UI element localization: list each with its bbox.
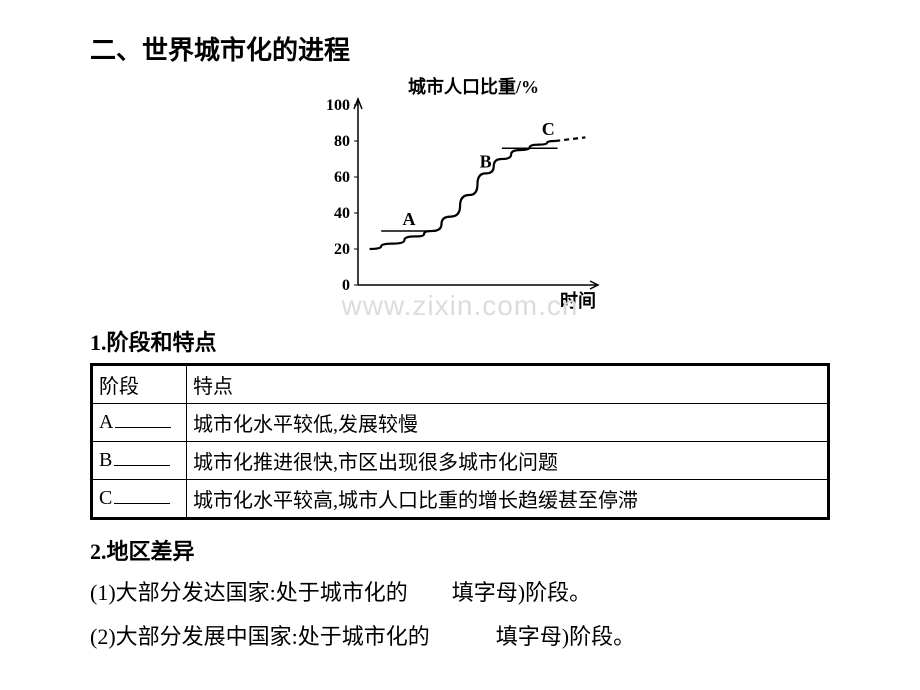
blank-fill[interactable] — [114, 503, 170, 504]
svg-text:城市人口比重/%: 城市人口比重/% — [408, 76, 539, 97]
cell-stage-b: B — [92, 442, 187, 480]
svg-text:40: 40 — [334, 205, 350, 222]
blank-fill[interactable] — [115, 427, 171, 428]
blank-fill[interactable] — [114, 465, 170, 466]
header-stage: 阶段 — [92, 365, 187, 404]
section-title: 二、世界城市化的进程 — [90, 30, 830, 67]
stage-table: 阶段 特点 A 城市化水平较低,发展较慢 B 城市化推进很快,市区出现很多城市化… — [90, 363, 830, 520]
svg-text:80: 80 — [334, 133, 350, 150]
table-row: B 城市化推进很快,市区出现很多城市化问题 — [92, 442, 829, 480]
paragraph-2: (2)大部分发展中国家:处于城市化的 填字母)阶段。 — [90, 616, 830, 658]
svg-text:100: 100 — [326, 97, 350, 114]
svg-text:时间: 时间 — [560, 291, 596, 311]
cell-stage-a: A — [92, 404, 187, 442]
svg-text:20: 20 — [334, 241, 350, 258]
header-feature: 特点 — [187, 365, 829, 404]
paragraph-1: (1)大部分发达国家:处于城市化的 填字母)阶段。 — [90, 572, 830, 614]
svg-text:A: A — [403, 209, 416, 229]
svg-text:60: 60 — [334, 169, 350, 186]
svg-text:C: C — [542, 119, 555, 139]
svg-text:0: 0 — [342, 277, 350, 294]
subheading-2: 2.地区差异 — [90, 534, 830, 566]
cell-desc-b: 城市化推进很快,市区出现很多城市化问题 — [187, 442, 829, 480]
svg-text:B: B — [480, 151, 492, 171]
table-row: C 城市化水平较高,城市人口比重的增长趋缓甚至停滞 — [92, 480, 829, 519]
cell-desc-a: 城市化水平较低,发展较慢 — [187, 404, 829, 442]
cell-desc-c: 城市化水平较高,城市人口比重的增长趋缓甚至停滞 — [187, 480, 829, 519]
table-row: A 城市化水平较低,发展较慢 — [92, 404, 829, 442]
subheading-1: 1.阶段和特点 — [90, 325, 830, 357]
table-header-row: 阶段 特点 — [92, 365, 829, 404]
urbanization-chart: 0 20 40 60 80 100 城市人口比重/% 时间 A B C — [310, 75, 610, 315]
cell-stage-c: C — [92, 480, 187, 519]
